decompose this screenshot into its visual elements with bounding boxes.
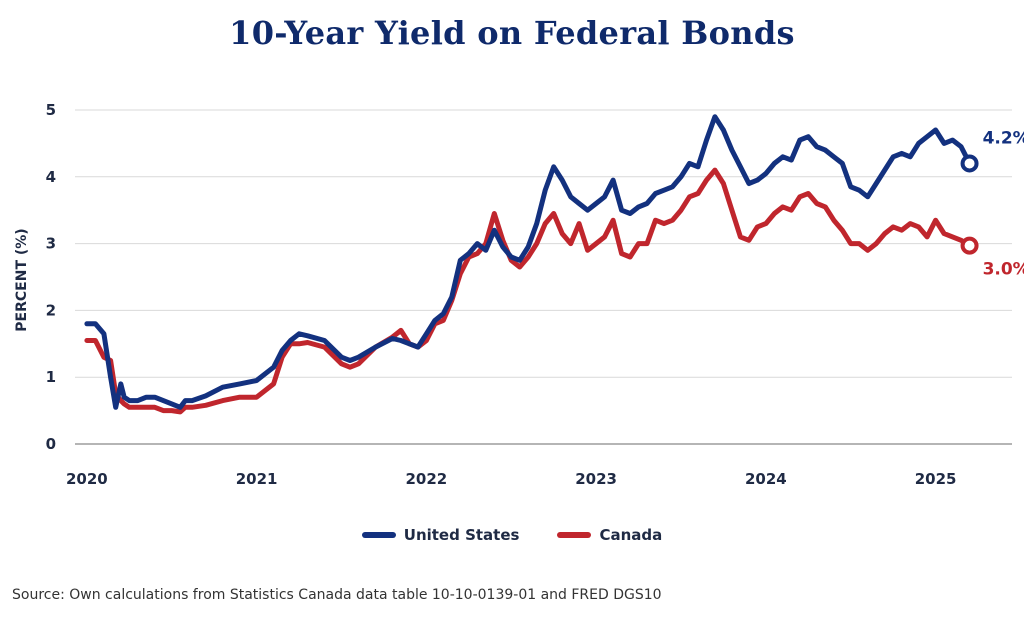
x-tick-label: 2023 xyxy=(575,470,617,488)
x-tick-label: 2022 xyxy=(406,470,448,488)
x-tick-label: 2025 xyxy=(915,470,957,488)
series-lines xyxy=(84,114,973,415)
gridlines xyxy=(75,109,1012,445)
legend-item-canada[interactable]: Canada xyxy=(557,526,662,544)
legend-label-us: United States xyxy=(403,526,520,544)
y-tick-label: 1 xyxy=(46,368,56,386)
y-tick-label: 2 xyxy=(46,301,56,319)
legend-label-canada: Canada xyxy=(599,526,663,544)
legend-swatch-us xyxy=(361,532,396,538)
legend: United States Canada xyxy=(0,526,1024,544)
y-tick-label: 4 xyxy=(46,168,56,186)
y-axis-label: PERCENT (%) xyxy=(14,228,30,331)
end-marker-us xyxy=(960,154,979,173)
end-label-canada: 3.0% xyxy=(983,260,1024,280)
end-label-us: 4.2% xyxy=(983,128,1024,148)
y-axis-ticks: 0 1 2 3 4 5 xyxy=(46,101,56,453)
end-markers: 3.0% 4.2% xyxy=(960,128,1024,280)
source-note: Source: Own calculations from Statistics… xyxy=(12,587,662,603)
x-tick-label: 2020 xyxy=(66,470,108,488)
y-tick-label: 5 xyxy=(46,101,56,119)
chart-title: 10-Year Yield on Federal Bonds xyxy=(229,14,795,52)
x-tick-label: 2021 xyxy=(236,470,278,488)
legend-swatch-canada xyxy=(557,532,592,538)
legend-item-united-states[interactable]: United States xyxy=(361,526,520,544)
y-tick-label: 3 xyxy=(46,235,56,253)
y-tick-label: 0 xyxy=(46,435,56,453)
end-marker-canada xyxy=(960,236,979,255)
series-line-us xyxy=(84,114,973,410)
x-axis-ticks: 2020 2021 2022 2023 2024 2025 xyxy=(66,470,956,488)
series-line-canada xyxy=(84,167,973,415)
x-tick-label: 2024 xyxy=(745,470,787,488)
